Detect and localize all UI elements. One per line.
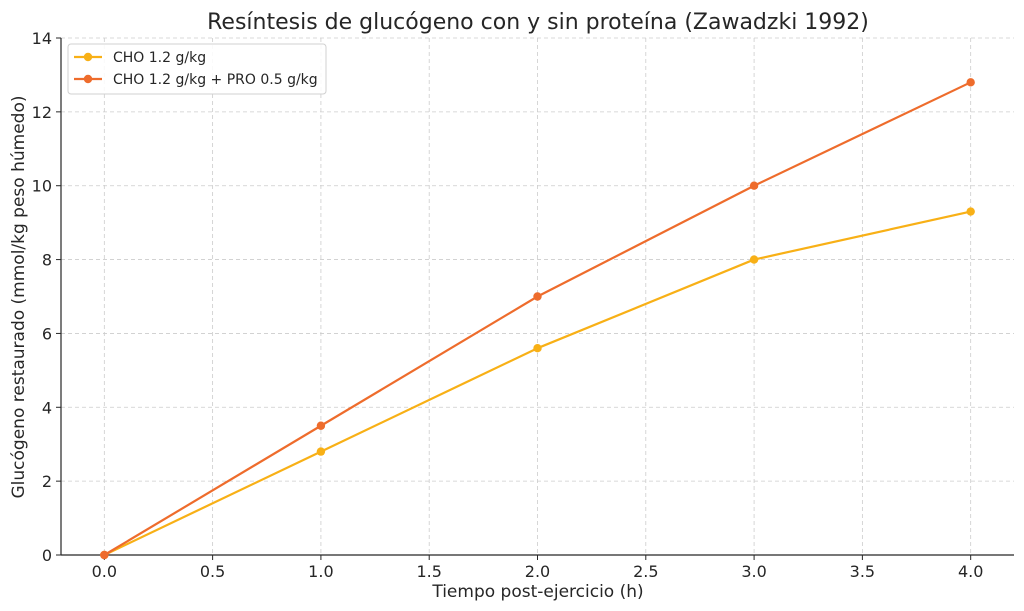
chart-title: Resíntesis de glucógeno con y sin proteí… (207, 10, 869, 35)
y-axis-label: Glucógeno restaurado (mmol/kg peso húmed… (9, 96, 29, 499)
data-point (316, 447, 326, 456)
data-point (749, 181, 759, 190)
x-tick-label: 2.5 (633, 562, 658, 581)
x-tick-label: 0.0 (92, 562, 117, 581)
y-tick-label: 0 (42, 546, 52, 565)
legend-box (67, 43, 327, 95)
data-point (749, 255, 759, 264)
x-tick-label: 1.0 (308, 562, 333, 581)
data-point (316, 421, 326, 430)
legend-label: CHO 1.2 g/kg (113, 50, 206, 66)
series-2 (100, 78, 975, 560)
legend-label: CHO 1.2 g/kg + PRO 0.5 g/kg (113, 72, 318, 88)
y-tick-label: 8 (42, 251, 52, 270)
x-tick-label: 2.0 (525, 562, 550, 581)
x-tick-label: 3.0 (741, 562, 766, 581)
y-tick-label: 6 (42, 324, 52, 343)
x-axis-ticks: 0.0 0.5 1.0 1.5 2.0 2.5 3.0 3.5 4.0 (92, 555, 983, 581)
legend-marker (83, 52, 93, 62)
data-point (533, 292, 542, 301)
legend: CHO 1.2 g/kg CHO 1.2 g/kg + PRO 0.5 g/kg (67, 43, 327, 95)
x-axis-label: Tiempo post-ejercicio (h) (431, 582, 643, 602)
y-tick-label: 14 (32, 29, 52, 48)
legend-marker (83, 74, 93, 84)
y-tick-label: 2 (42, 472, 52, 491)
legend-item: CHO 1.2 g/kg + PRO 0.5 g/kg (74, 72, 318, 88)
x-tick-label: 4.0 (958, 562, 983, 581)
data-point (966, 207, 975, 216)
series-group (100, 78, 975, 560)
y-tick-label: 10 (32, 177, 52, 196)
y-tick-label: 4 (42, 398, 52, 417)
data-point (966, 78, 975, 87)
legend-item: CHO 1.2 g/kg (74, 50, 206, 66)
y-axis-ticks: 0 2 4 6 8 10 12 14 (32, 29, 61, 565)
x-tick-label: 3.5 (850, 562, 875, 581)
x-tick-label: 0.5 (200, 562, 225, 581)
y-tick-label: 12 (32, 103, 52, 122)
data-point (533, 344, 542, 353)
data-point (100, 550, 109, 560)
x-tick-label: 1.5 (416, 562, 441, 581)
